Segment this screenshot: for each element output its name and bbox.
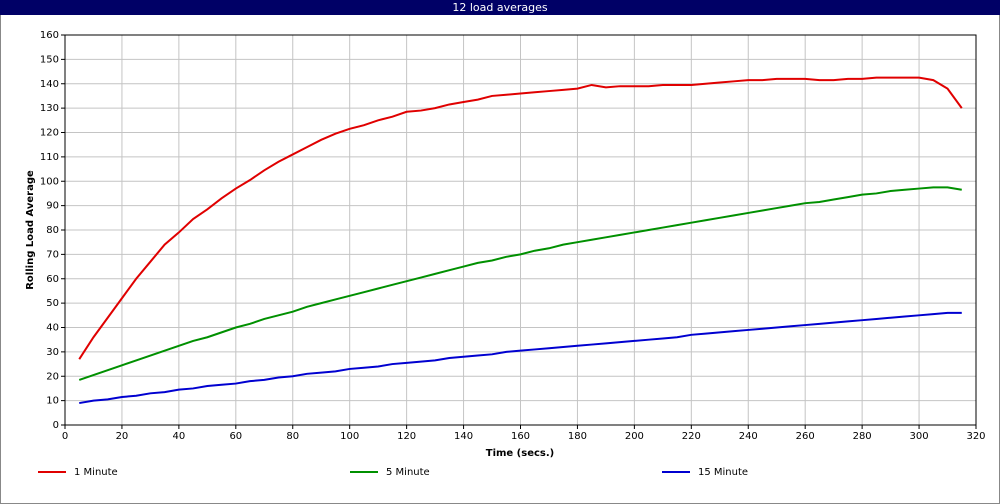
y-tick-label: 130 — [40, 103, 59, 114]
x-tick-label: 80 — [286, 431, 299, 442]
x-tick-label: 180 — [568, 431, 587, 442]
x-tick-label: 260 — [796, 431, 815, 442]
y-tick-label: 10 — [46, 396, 59, 407]
x-tick-label: 60 — [229, 431, 242, 442]
plot-border — [64, 34, 977, 426]
y-tick-label: 20 — [46, 371, 59, 382]
legend-label: 5 Minute — [386, 467, 430, 478]
x-tick-label: 200 — [625, 431, 644, 442]
x-tick-label: 120 — [397, 431, 416, 442]
series-line — [78, 76, 963, 360]
y-tick-label: 100 — [40, 176, 59, 187]
legend-label: 15 Minute — [698, 467, 748, 478]
x-axis-label: Time (secs.) — [486, 448, 555, 459]
x-tick-label: 20 — [116, 431, 129, 442]
x-tick-label: 160 — [511, 431, 530, 442]
y-axis-label: Rolling Load Average — [25, 170, 36, 290]
legend-label: 1 Minute — [74, 467, 118, 478]
y-tick-label: 30 — [46, 347, 59, 358]
y-tick-label: 40 — [46, 323, 59, 334]
y-tick-label: 140 — [40, 79, 59, 90]
chart-title: 12 load averages — [452, 1, 548, 14]
y-tick-label: 110 — [40, 152, 59, 163]
y-tick-label: 80 — [46, 225, 59, 236]
series-line — [79, 311, 962, 405]
y-tick-label: 160 — [40, 30, 59, 41]
title-bar — [0, 0, 1000, 15]
x-tick-label: 300 — [910, 431, 929, 442]
y-tick-label: 50 — [46, 298, 59, 309]
x-tick-label: 140 — [454, 431, 473, 442]
x-tick-label: 320 — [966, 431, 985, 442]
y-tick-label: 60 — [46, 274, 59, 285]
y-tick-label: 150 — [40, 54, 59, 65]
y-tick-label: 90 — [46, 201, 59, 212]
x-tick-label: 220 — [682, 431, 701, 442]
x-tick-label: 40 — [173, 431, 186, 442]
x-tick-label: 100 — [340, 431, 359, 442]
x-tick-label: 240 — [739, 431, 758, 442]
y-tick-label: 120 — [40, 128, 59, 139]
x-tick-label: 280 — [853, 431, 872, 442]
y-tick-label: 70 — [46, 249, 59, 260]
y-tick-label: 0 — [53, 420, 59, 431]
series-line — [78, 186, 962, 381]
x-tick-label: 0 — [62, 431, 68, 442]
